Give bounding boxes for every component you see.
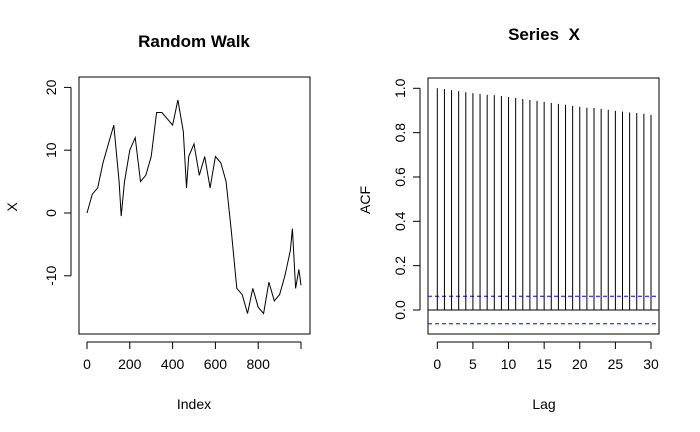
y-axis-label: X — [4, 202, 20, 212]
x-tick-label: 0 — [433, 356, 441, 372]
x-tick-label: 600 — [204, 356, 228, 372]
x-tick-label: 5 — [469, 356, 477, 372]
y-tick-label: 0.2 — [392, 256, 408, 276]
x-axis-label: Lag — [532, 396, 555, 412]
y-tick-label: -10 — [43, 265, 59, 285]
x-tick-label: 10 — [501, 356, 517, 372]
x-tick-label: 25 — [608, 356, 624, 372]
chart-title: Random Walk — [138, 32, 250, 51]
x-axis-label: Index — [177, 396, 211, 412]
y-tick-label: 20 — [43, 79, 59, 95]
x-tick-label: 200 — [118, 356, 142, 372]
x-tick-label: 30 — [643, 356, 659, 372]
plot-box — [78, 76, 311, 335]
y-tick-label: 0 — [43, 209, 59, 217]
x-tick-label: 800 — [247, 356, 271, 372]
acf-panel: Series X Lag ACF 0 5 10 15 20 25 30 0.0 0.2 0.4 0.… — [357, 25, 660, 412]
y-tick-label: 0.6 — [392, 167, 408, 187]
random-walk-panel: Random Walk Index X 0 200 400 600 800 -10 0 10 2… — [4, 32, 311, 412]
y-axis-label: ACF — [357, 186, 373, 214]
y-tick-label: 0.0 — [392, 300, 408, 320]
x-tick-label: 20 — [572, 356, 588, 372]
random-walk-line — [86, 99, 302, 315]
chart-title: Series X — [508, 25, 580, 44]
plot-box — [427, 77, 660, 335]
x-tick-label: 15 — [536, 356, 552, 372]
y-tick-label: 10 — [43, 142, 59, 158]
y-tick-label: 0.4 — [392, 211, 408, 231]
x-tick-label: 400 — [161, 356, 185, 372]
x-tick-label: 0 — [83, 356, 91, 372]
y-tick-label: 0.8 — [392, 123, 408, 143]
y-tick-label: 1.0 — [392, 78, 408, 98]
